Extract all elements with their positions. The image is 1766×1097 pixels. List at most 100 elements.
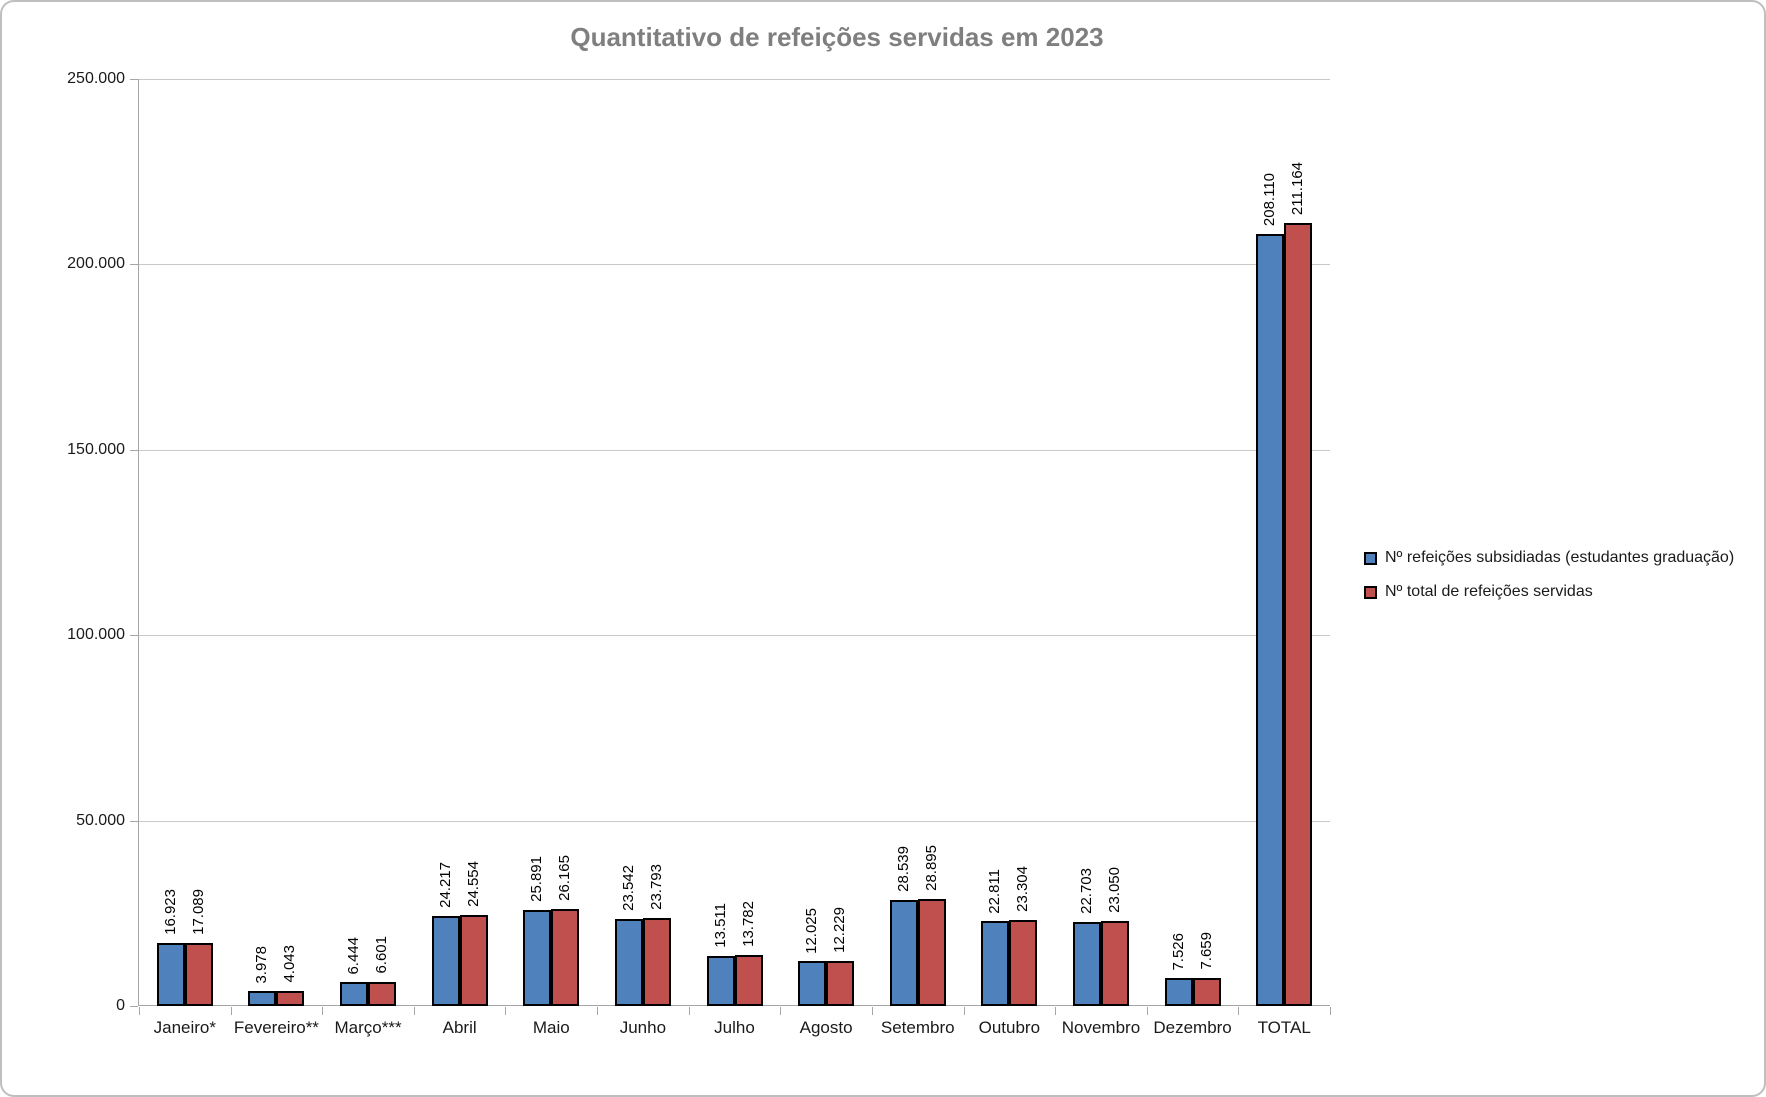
x-category-label: Junho	[619, 1018, 667, 1037]
x-category-label: Outubro	[978, 1018, 1041, 1037]
gridline	[139, 635, 1330, 637]
bar-total	[734, 954, 763, 1006]
bar-subsidiadas	[1164, 978, 1193, 1006]
bar-value-label: 25.891	[528, 856, 546, 902]
bar-total	[276, 991, 305, 1006]
bar-subsidiadas	[706, 955, 735, 1006]
bar-value-label: 24.217	[436, 862, 454, 909]
y-tick-label: 100.000	[67, 626, 125, 644]
gridline	[139, 449, 1330, 451]
bar-value-label: 211.164	[1289, 161, 1307, 216]
bar-value-label: 23.793	[647, 863, 665, 910]
y-tick-label: 250.000	[67, 70, 125, 87]
bar-total	[184, 942, 213, 1006]
bar-total	[826, 960, 855, 1006]
bar-value-label: 12.025	[803, 907, 821, 954]
y-axis-line	[138, 79, 139, 1006]
y-axis-tick	[130, 635, 138, 637]
bar-value-label: 7.526	[1169, 932, 1187, 971]
bar-subsidiadas	[614, 918, 643, 1006]
bar-total	[1284, 223, 1313, 1006]
y-tick-label: 200.000	[67, 255, 125, 273]
bar-subsidiadas	[431, 916, 460, 1006]
bar-value-label: 24.554	[464, 861, 482, 907]
x-axis-tick	[963, 1007, 965, 1015]
x-category-label: Abril	[442, 1018, 477, 1037]
bar-value-label: 6.601	[373, 935, 391, 974]
y-tick-label: 0	[116, 997, 125, 1014]
bar-subsidiadas	[1072, 921, 1101, 1006]
bar-value-label: 23.542	[619, 864, 637, 911]
x-axis-tick	[505, 1007, 507, 1015]
bar-value-label: 7.659	[1197, 932, 1215, 970]
bar-total	[1009, 919, 1038, 1006]
gridline	[139, 264, 1330, 266]
bar-subsidiadas	[981, 921, 1010, 1006]
legend: Nº refeições subsidiadas (estudantes gra…	[1364, 548, 1734, 616]
x-category-label: Novembro	[1061, 1018, 1141, 1037]
bar-value-label: 208.110	[1261, 173, 1279, 227]
x-category-label: TOTAL	[1257, 1018, 1311, 1037]
y-tick-label: 150.000	[67, 440, 125, 458]
bar-subsidiadas	[523, 910, 552, 1006]
bar-value-label: 3.978	[253, 945, 271, 984]
bar-value-label: 23.050	[1105, 866, 1123, 913]
y-tick-label: 50.000	[76, 811, 125, 829]
x-axis-tick	[139, 1007, 140, 1015]
plot-area: 0 50.000 100.000 150.000 200.000 250.000 Janei…	[67, 70, 1331, 1037]
x-axis-tick	[1146, 1007, 1148, 1015]
y-axis-tick	[130, 1006, 138, 1007]
bar-value-label: 13.511	[711, 903, 729, 948]
bar-total	[1192, 977, 1221, 1006]
y-axis-tick	[130, 449, 138, 451]
bar-value-label: 16.923	[161, 889, 179, 936]
bar-value-label: 22.703	[1077, 867, 1095, 914]
bar-total	[368, 981, 397, 1006]
x-axis-tick	[1330, 1007, 1331, 1015]
gridline	[139, 79, 1330, 80]
x-category-label: Dezembro	[1153, 1018, 1232, 1037]
legend-marker-icon	[1364, 585, 1377, 599]
x-axis-tick	[1055, 1007, 1057, 1015]
bar-subsidiadas	[1256, 234, 1285, 1006]
bar-value-label: 26.165	[556, 855, 574, 901]
bar-subsidiadas	[248, 991, 277, 1006]
gridline	[139, 820, 1330, 822]
bar-value-label: 12.229	[831, 906, 849, 953]
legend-item: Nº refeições subsidiadas (estudantes gra…	[1364, 548, 1734, 568]
bar-subsidiadas	[156, 943, 185, 1006]
bar-total	[551, 908, 580, 1006]
legend-label: Nº total de refeições servidas	[1385, 583, 1593, 600]
chart-title: Quantitativo de refeições servidas em 20…	[570, 22, 1104, 52]
y-axis-tick	[130, 79, 138, 80]
x-axis-tick	[780, 1007, 782, 1015]
x-axis-tick	[871, 1007, 873, 1015]
x-category-label: Julho	[714, 1018, 755, 1037]
legend-item: Nº total de refeições servidas	[1364, 582, 1734, 602]
bar-value-label: 22.811	[986, 868, 1004, 914]
x-category-label: Maio	[532, 1018, 570, 1037]
x-axis-tick	[688, 1007, 690, 1015]
bar-total	[1100, 920, 1129, 1006]
bar-value-label: 17.089	[189, 888, 207, 935]
x-category-label: Setembro	[880, 1018, 955, 1037]
x-category-label: Fevereiro**	[233, 1018, 319, 1037]
bar-total	[642, 917, 671, 1006]
bar-subsidiadas	[340, 982, 369, 1006]
bar-value-label: 23.304	[1014, 865, 1032, 912]
bar-total	[459, 914, 488, 1006]
bar-value-label: 28.895	[922, 844, 940, 891]
x-axis-tick	[413, 1007, 415, 1015]
bar-subsidiadas	[798, 961, 827, 1006]
x-axis-tick	[322, 1007, 324, 1015]
bar-value-label: 6.444	[345, 936, 363, 975]
x-category-label: Janeiro*	[153, 1018, 216, 1037]
legend-marker-icon	[1364, 551, 1377, 565]
legend-label: Nº refeições subsidiadas (estudantes gra…	[1385, 549, 1735, 566]
bar-subsidiadas	[889, 900, 918, 1006]
bar-total	[917, 898, 946, 1006]
bar-value-label: 28.539	[894, 846, 912, 893]
y-axis-tick	[130, 820, 138, 822]
x-category-label: Agosto	[799, 1018, 853, 1037]
x-category-label: Março***	[334, 1018, 402, 1037]
